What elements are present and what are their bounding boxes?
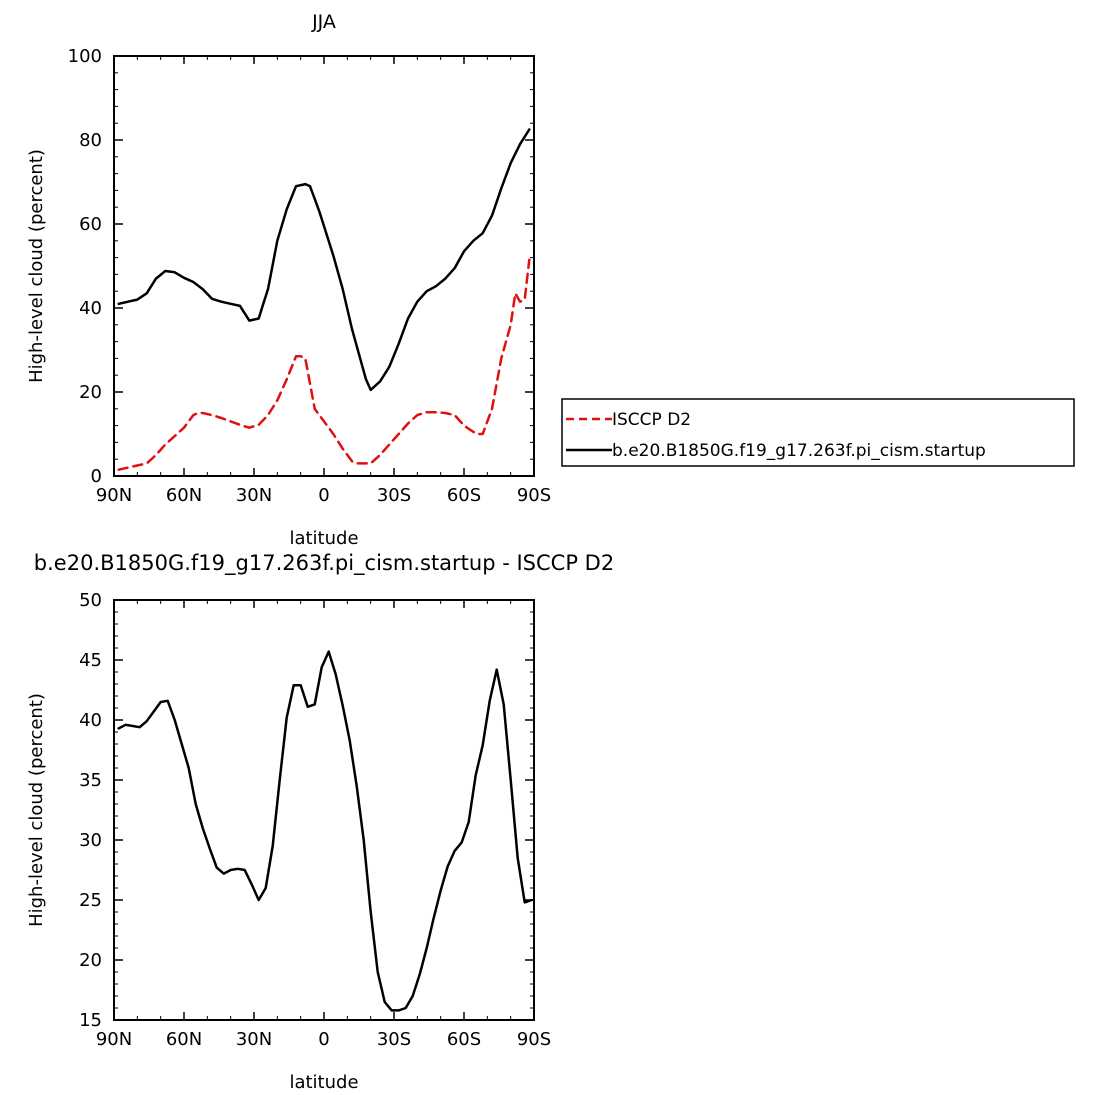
top-x-tick-label: 60S bbox=[447, 485, 481, 506]
bottom-y-tick-label: 15 bbox=[79, 1010, 102, 1031]
bottom-x-tick-label: 60S bbox=[447, 1029, 481, 1050]
top-x-tick-label: 30N bbox=[236, 485, 272, 506]
bottom-x-tick-label: 90S bbox=[517, 1029, 551, 1050]
bottom-x-tick-label: 60N bbox=[166, 1029, 202, 1050]
top-series-line-0 bbox=[117, 258, 531, 471]
bottom-x-tick-label: 30N bbox=[236, 1029, 272, 1050]
bottom-axis-ticks: 90N 60N 30N 0 30S 60S 90S 15 20 25 30 35 40 45 50 bbox=[79, 590, 551, 1050]
top-y-tick-label: 60 bbox=[79, 214, 102, 235]
top-chart-title: JJA bbox=[311, 11, 336, 33]
top-y-tick-label: 100 bbox=[68, 46, 102, 67]
top-y-axis-label: High-level cloud (percent) bbox=[26, 149, 47, 383]
bottom-plot-frame bbox=[113, 599, 535, 1021]
bottom-y-tick-label: 45 bbox=[79, 650, 102, 671]
top-y-tick-label: 40 bbox=[79, 298, 102, 319]
bottom-x-tick-label: 90N bbox=[96, 1029, 132, 1050]
legend-box bbox=[561, 398, 1075, 467]
top-x-tick-label: 90S bbox=[517, 485, 551, 506]
bottom-panel: b.e20.B1850G.f19_g17.263f.pi_cism.startu… bbox=[26, 551, 614, 1093]
bottom-chart-title: b.e20.B1850G.f19_g17.263f.pi_cism.startu… bbox=[34, 551, 614, 576]
top-axis-ticks: 90N 60N 30N 0 30S 60S 90S 0 20 40 60 80 100 bbox=[68, 46, 552, 506]
bottom-y-tick-label: 35 bbox=[79, 770, 102, 791]
bottom-y-tick-label: 50 bbox=[79, 590, 102, 611]
top-y-tick-label: 0 bbox=[91, 466, 102, 487]
bottom-y-tick-label: 20 bbox=[79, 950, 102, 971]
bottom-x-tick-label: 30S bbox=[377, 1029, 411, 1050]
top-x-tick-label: 30S bbox=[377, 485, 411, 506]
top-series-lines bbox=[117, 128, 531, 471]
top-panel: JJA High-level cloud (percent) latitude … bbox=[26, 11, 551, 549]
legend-label-isccp: ISCCP D2 bbox=[612, 410, 691, 430]
bottom-series-lines bbox=[117, 650, 533, 1012]
top-series-line-1 bbox=[117, 128, 531, 392]
bottom-x-tick-label: 0 bbox=[318, 1029, 329, 1050]
top-x-tick-label: 90N bbox=[96, 485, 132, 506]
bottom-y-axis-label: High-level cloud (percent) bbox=[26, 693, 47, 927]
legend: ISCCP D2 b.e20.B1850G.f19_g17.263f.pi_ci… bbox=[561, 398, 1075, 467]
top-y-tick-label: 20 bbox=[79, 382, 102, 403]
top-x-axis-label: latitude bbox=[289, 528, 358, 549]
top-x-tick-label: 0 bbox=[318, 485, 329, 506]
bottom-y-tick-label: 40 bbox=[79, 710, 102, 731]
legend-label-model: b.e20.B1850G.f19_g17.263f.pi_cism.startu… bbox=[612, 441, 986, 461]
bottom-series-line-0 bbox=[117, 650, 533, 1012]
bottom-y-tick-label: 30 bbox=[79, 830, 102, 851]
top-y-tick-label: 80 bbox=[79, 130, 102, 151]
top-plot-frame bbox=[113, 55, 535, 477]
top-x-tick-label: 60N bbox=[166, 485, 202, 506]
bottom-x-axis-label: latitude bbox=[289, 1072, 358, 1093]
bottom-y-tick-label: 25 bbox=[79, 890, 102, 911]
